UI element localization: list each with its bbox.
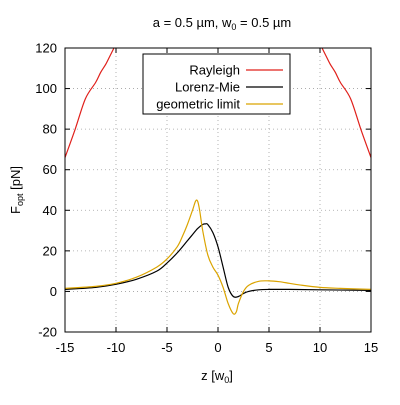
x-axis-label: z [w0] [201, 368, 233, 385]
x-tick-label: 0 [214, 340, 221, 355]
y-tick-label: 120 [35, 41, 57, 56]
x-tick-label: -10 [107, 340, 126, 355]
x-tick-label: 15 [364, 340, 378, 355]
y-tick-label: 100 [35, 81, 57, 96]
legend: Rayleigh Lorenz-Mie geometric limit [142, 53, 291, 115]
series-layer [65, 48, 371, 315]
y-tick-label: 0 [50, 284, 57, 299]
x-tick-label: -5 [161, 340, 173, 355]
series-line-rayleigh [321, 48, 371, 158]
y-tick-label: 80 [43, 122, 57, 137]
chart-title: a = 0.5 µm, w0 = 0.5 µm [153, 15, 292, 32]
legend-label-lorenz-mie: Lorenz-Mie [175, 80, 240, 95]
x-tick-label: 5 [265, 340, 272, 355]
y-tick-label: 60 [43, 162, 57, 177]
series-line-rayleigh [65, 48, 115, 158]
ticks: -15 -10 -5 0 5 10 15 -20 0 20 40 60 80 100 120 [35, 41, 378, 356]
legend-label-rayleigh: Rayleigh [189, 63, 240, 78]
x-tick-label: -15 [56, 340, 75, 355]
series-line-lorenz-mie [65, 223, 371, 298]
y-tick-label: 40 [43, 203, 57, 218]
series-line-geometric-limit [65, 199, 371, 315]
y-tick-label: -20 [38, 325, 57, 340]
legend-label-geometric-limit: geometric limit [156, 97, 240, 112]
x-tick-label: 10 [313, 340, 327, 355]
y-tick-label: 20 [43, 243, 57, 258]
y-axis-label: Fopt [pN] [8, 166, 25, 214]
